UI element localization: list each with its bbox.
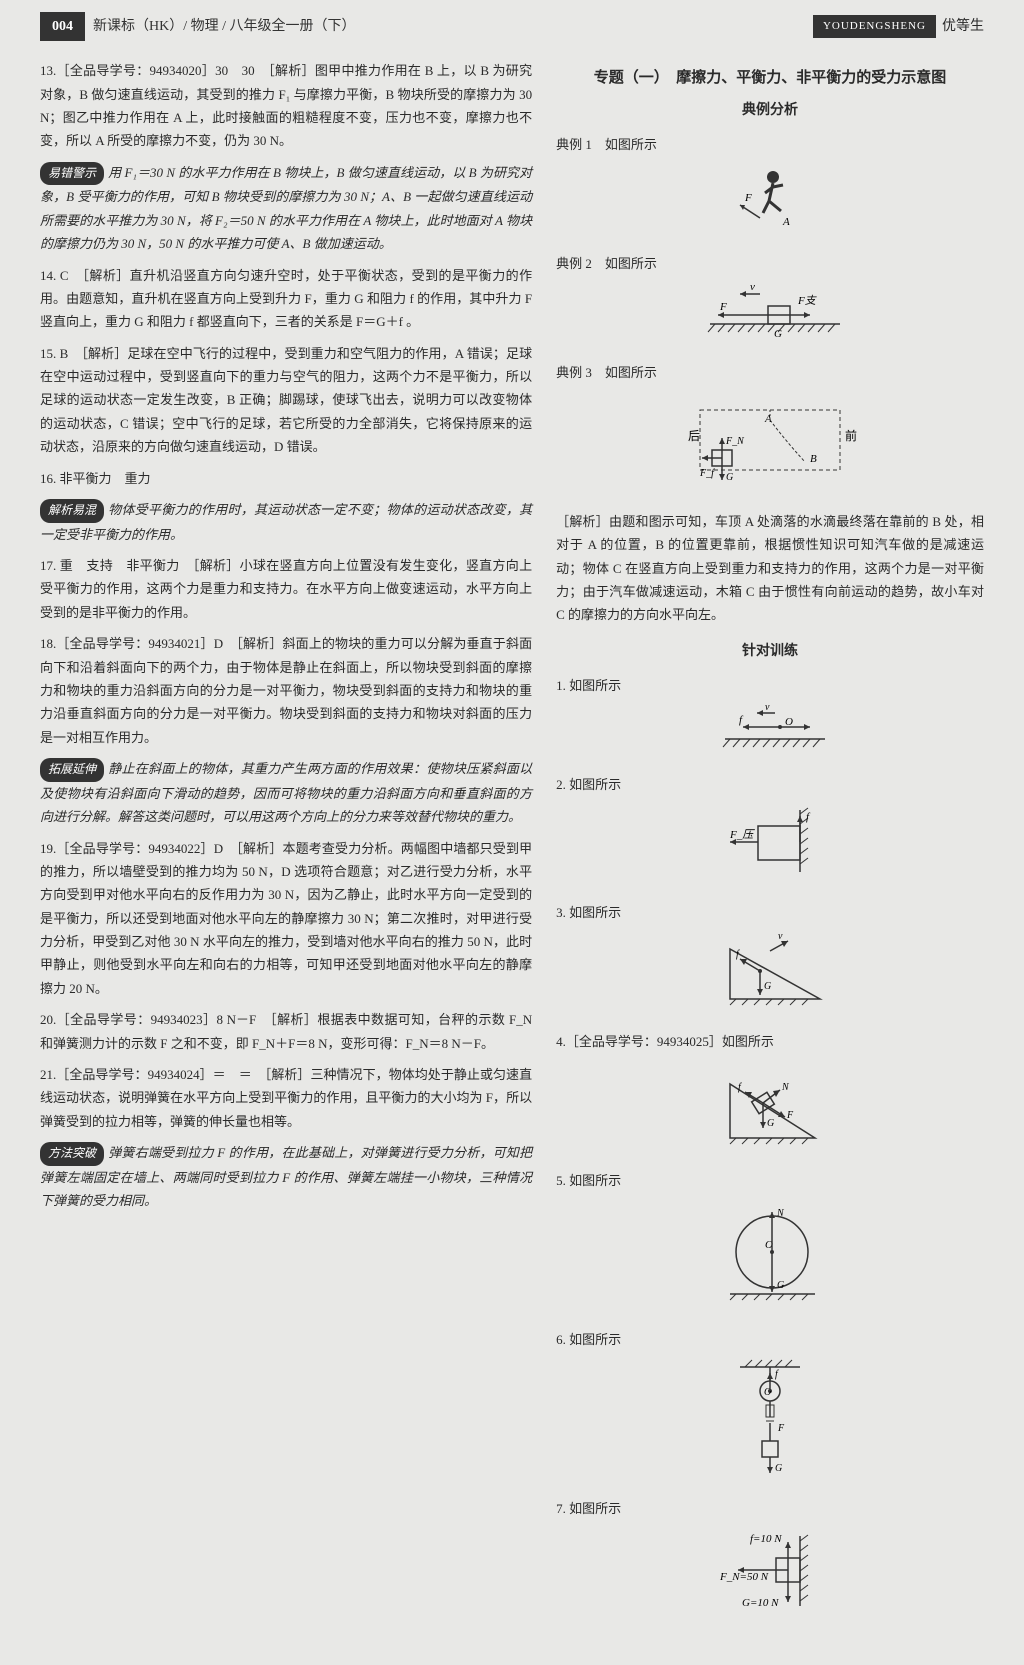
svg-text:F_N: F_N — [725, 436, 745, 447]
svg-text:F: F — [719, 301, 727, 313]
practice-1-label: 1. 如图所示 — [556, 674, 984, 697]
item-16-tip: 解析易混物体受平衡力的作用时，其运动状态一定不变；物体的运动状态改变，其一定受非… — [40, 498, 532, 546]
brand-pinyin: YOUDENGSHENG — [813, 15, 936, 39]
badge-extend: 拓展延伸 — [40, 758, 104, 782]
badge-analysis: 解析易混 — [40, 499, 104, 523]
svg-text:B: B — [810, 453, 817, 465]
example-1: 典例 1 如图所示 F A — [556, 133, 984, 240]
svg-text:G=10 N: G=10 N — [742, 1597, 779, 1609]
brand-name: 优等生 — [942, 14, 984, 39]
item-15: 15. B ［解析］足球在空中飞行的过程中，受到重力和空气阻力的作用，A 错误；… — [40, 342, 532, 459]
left-column: 13.［全品导学号：94934020］30 30 ［解析］图甲中推力作用在 B … — [40, 59, 532, 1635]
practice-6-label: 6. 如图所示 — [556, 1328, 984, 1351]
svg-text:O: O — [785, 716, 793, 728]
example-3: 典例 3 如图所示 后 前 A B F_N F_f — [556, 361, 984, 627]
item-21-tip-text: 弹簧右端受到拉力 F 的作用，在此基础上，对弹簧进行受力分析，可知把弹簧左端固定… — [40, 1145, 532, 1208]
svg-text:G: G — [777, 1280, 784, 1291]
item-17: 17. 重 支持 非平衡力 ［解析］小球在竖直方向上位置没有发生变化，竖直方向上… — [40, 554, 532, 624]
svg-text:F: F — [744, 192, 752, 204]
topic-title: 专题（一） 摩擦力、平衡力、非平衡力的受力示意图 — [556, 65, 984, 92]
item-18-tip-text: 静止在斜面上的物体，其重力产生两方面的作用效果：使物块压紧斜面以及使物块有沿斜面… — [40, 761, 532, 824]
practice-4: 4.［全品导学号：94934025］如图所示 N — [556, 1030, 984, 1157]
svg-text:f: f — [739, 714, 744, 726]
svg-text:A: A — [764, 413, 772, 425]
figure-p1: v O f — [556, 703, 984, 760]
svg-text:G: G — [764, 981, 771, 992]
item-18: 18.［全品导学号：94934021］D ［解析］斜面上的物块的重力可以分解为垂… — [40, 632, 532, 749]
item-18-tip: 拓展延伸静止在斜面上的物体，其重力产生两方面的作用效果：使物块压紧斜面以及使物块… — [40, 757, 532, 828]
figure-block-ground: v F支 F G — [556, 282, 984, 349]
svg-text:后: 后 — [688, 429, 700, 443]
figure-runner: F A — [556, 163, 984, 240]
badge-method: 方法突破 — [40, 1142, 104, 1166]
figure-p2: F_压 f — [556, 802, 984, 889]
figure-p4: N G F f — [556, 1060, 984, 1157]
svg-text:F: F — [786, 1110, 794, 1121]
practice-7: 7. 如图所示 f=10 N F_N=50 N — [556, 1497, 984, 1624]
svg-text:f: f — [775, 1369, 779, 1380]
example-2: 典例 2 如图所示 v — [556, 252, 984, 349]
svg-text:v: v — [750, 282, 755, 293]
practice-4-label: 4.［全品导学号：94934025］如图所示 — [556, 1030, 984, 1053]
header-right: YOUDENGSHENG 优等生 — [813, 14, 984, 39]
figure-p5: O N G — [556, 1198, 984, 1315]
figure-p3: G f v — [556, 931, 984, 1018]
item-21-tip: 方法突破弹簧右端受到拉力 F 的作用，在此基础上，对弹簧进行受力分析，可知把弹簧… — [40, 1141, 532, 1212]
practice-1: 1. 如图所示 v O — [556, 674, 984, 761]
figure-p6: O G f F — [556, 1357, 984, 1484]
svg-text:G: G — [726, 472, 733, 483]
item-19: 19.［全品导学号：94934022］D ［解析］本题考查受力分析。两幅图中墙都… — [40, 837, 532, 1001]
example-3-label: 典例 3 如图所示 — [556, 361, 984, 384]
figure-car-box: 后 前 A B F_N F_f G — [556, 390, 984, 497]
item-16-tip-text: 物体受平衡力的作用时，其运动状态一定不变；物体的运动状态改变，其一定受非平衡力的… — [40, 502, 532, 542]
svg-text:F_f: F_f — [699, 468, 715, 479]
practice-2-label: 2. 如图所示 — [556, 773, 984, 796]
practice-6: 6. 如图所示 O — [556, 1328, 984, 1485]
svg-text:F: F — [777, 1423, 785, 1434]
example-1-label: 典例 1 如图所示 — [556, 133, 984, 156]
svg-text:前: 前 — [845, 428, 857, 443]
svg-text:N: N — [781, 1082, 790, 1093]
svg-text:N: N — [776, 1208, 785, 1219]
practice-3-label: 3. 如图所示 — [556, 901, 984, 924]
svg-text:G: G — [767, 1118, 774, 1129]
right-column: 专题（一） 摩擦力、平衡力、非平衡力的受力示意图 典例分析 典例 1 如图所示 … — [556, 59, 984, 1635]
svg-text:F_压: F_压 — [729, 829, 755, 841]
item-16: 16. 非平衡力 重力 — [40, 467, 532, 490]
practice-5: 5. 如图所示 O N — [556, 1169, 984, 1316]
svg-text:A: A — [782, 216, 790, 228]
svg-text:v: v — [765, 703, 770, 713]
content-area: 13.［全品导学号：94934020］30 30 ［解析］图甲中推力作用在 B … — [0, 49, 1024, 1665]
svg-text:G: G — [774, 328, 782, 340]
sub-title-examples: 典例分析 — [556, 98, 984, 123]
item-14: 14. C ［解析］直升机沿竖直方向匀速升空时，处于平衡状态，受到的是平衡力的作… — [40, 264, 532, 334]
example-3-analysis: ［解析］由题和图示可知，车顶 A 处滴落的水滴最终落在靠前的 B 处，相对于 A… — [556, 510, 984, 627]
svg-text:F支: F支 — [797, 294, 818, 307]
header-title: 新课标（HK）/ 物理 / 八年级全一册（下） — [93, 14, 356, 39]
header-left: 004 新课标（HK）/ 物理 / 八年级全一册（下） — [40, 12, 356, 41]
item-13-tip-text: 用 F₁＝30 N 的水平力作用在 B 物块上，B 做匀速直线运动，以 B 为研… — [40, 165, 532, 251]
item-20: 20.［全品导学号：94934023］8 N－F ［解析］根据表中数据可知，台秤… — [40, 1008, 532, 1055]
svg-text:f=10 N: f=10 N — [750, 1533, 782, 1545]
page-number-badge: 004 — [40, 12, 85, 41]
sub-title-practice: 针对训练 — [556, 639, 984, 664]
svg-text:v: v — [778, 931, 783, 942]
page-header: 004 新课标（HK）/ 物理 / 八年级全一册（下） YOUDENGSHENG… — [0, 0, 1024, 49]
practice-2: 2. 如图所示 F_压 f — [556, 773, 984, 890]
item-13-tip: 易错警示用 F₁＝30 N 的水平力作用在 B 物块上，B 做匀速直线运动，以 … — [40, 161, 532, 256]
item-13: 13.［全品导学号：94934020］30 30 ［解析］图甲中推力作用在 B … — [40, 59, 532, 153]
practice-5-label: 5. 如图所示 — [556, 1169, 984, 1192]
badge-warning: 易错警示 — [40, 162, 104, 186]
svg-text:f: f — [806, 811, 811, 823]
figure-p7: f=10 N F_N=50 N G=10 N — [556, 1526, 984, 1623]
example-2-label: 典例 2 如图所示 — [556, 252, 984, 275]
practice-3: 3. 如图所示 G f — [556, 901, 984, 1018]
item-21: 21.［全品导学号：94934024］＝ ＝ ［解析］三种情况下，物体均处于静止… — [40, 1063, 532, 1133]
svg-text:F_N=50 N: F_N=50 N — [719, 1571, 769, 1583]
practice-7-label: 7. 如图所示 — [556, 1497, 984, 1520]
